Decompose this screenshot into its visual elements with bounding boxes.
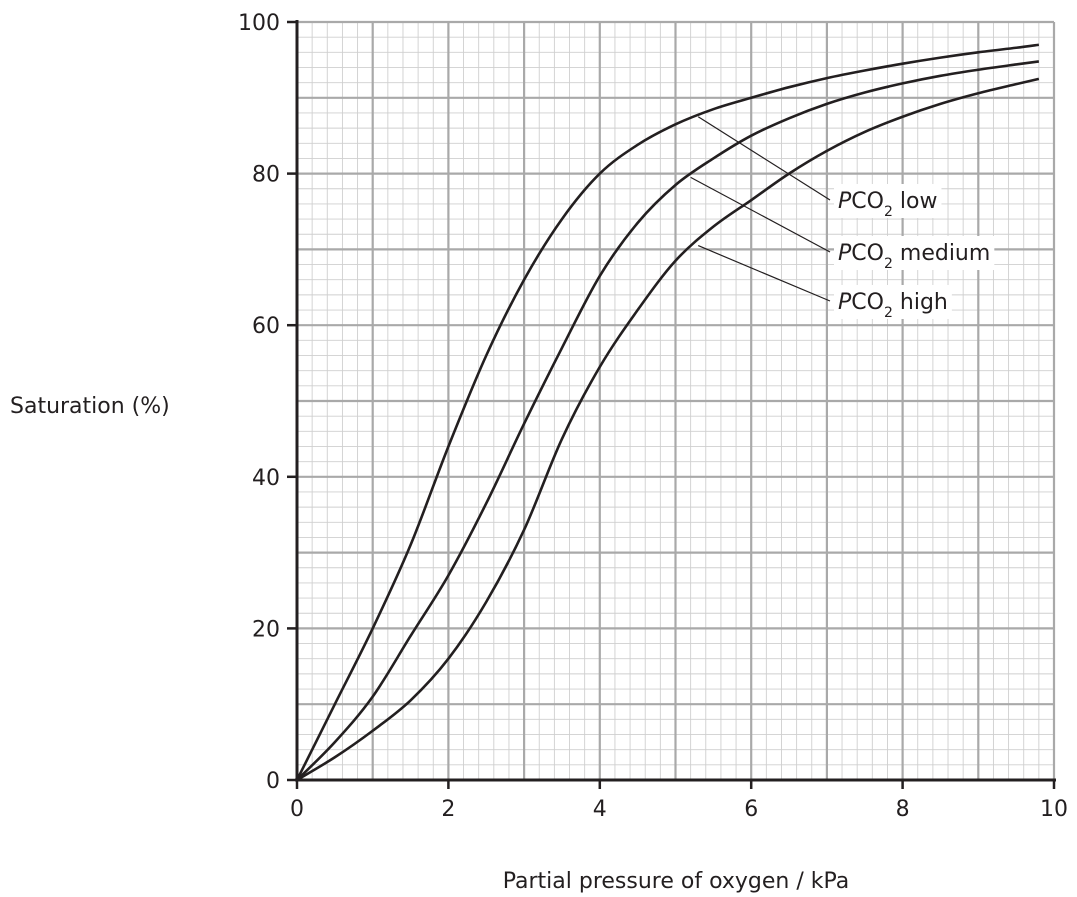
axes xyxy=(287,20,1056,789)
curve-label: PCO2 medium xyxy=(838,241,990,272)
x-tick-label: 10 xyxy=(1040,797,1068,822)
label-suffix: high xyxy=(893,290,948,315)
label-co: CO xyxy=(851,189,884,214)
curves xyxy=(295,43,1040,782)
x-tick-label: 0 xyxy=(290,797,304,822)
grid xyxy=(295,20,1056,782)
label-leader-line xyxy=(697,116,831,201)
label-suffix: medium xyxy=(893,241,990,266)
label-suffix: low xyxy=(893,189,938,214)
y-axis-title: Saturation (%) xyxy=(10,394,170,419)
label-leader-line xyxy=(690,176,831,253)
curve-label: PCO2 low xyxy=(838,189,937,220)
x-axis-title: Partial pressure of oxygen / kPa xyxy=(503,869,850,894)
label-italic-p: P xyxy=(838,241,852,266)
label-background xyxy=(834,285,952,319)
x-tick-label: 4 xyxy=(593,797,607,822)
x-tick-label: 2 xyxy=(441,797,455,822)
y-tick-label: 20 xyxy=(252,617,280,642)
label-background xyxy=(834,184,942,218)
grid-major xyxy=(295,20,1056,782)
curve-label: PCO2 high xyxy=(838,290,948,321)
curve-pco2-low xyxy=(295,43,1040,781)
label-subscript: 2 xyxy=(884,256,893,272)
y-tick-label: 80 xyxy=(252,163,280,188)
y-tick-label: 0 xyxy=(266,769,280,794)
x-tick-label: 6 xyxy=(744,797,758,822)
label-co: CO xyxy=(851,290,884,315)
y-tick-label: 100 xyxy=(238,11,280,36)
y-tick-label: 40 xyxy=(252,466,280,491)
label-italic-p: P xyxy=(838,290,852,315)
label-background xyxy=(834,236,995,270)
y-tick-label: 60 xyxy=(252,314,280,339)
label-leader-line xyxy=(697,245,831,302)
curve-pco2-medium xyxy=(296,60,1040,781)
label-co: CO xyxy=(851,241,884,266)
label-subscript: 2 xyxy=(884,305,893,321)
curve-pco2-high xyxy=(296,77,1040,782)
label-italic-p: P xyxy=(838,189,852,214)
label-subscript: 2 xyxy=(884,204,893,220)
x-tick-label: 8 xyxy=(896,797,910,822)
